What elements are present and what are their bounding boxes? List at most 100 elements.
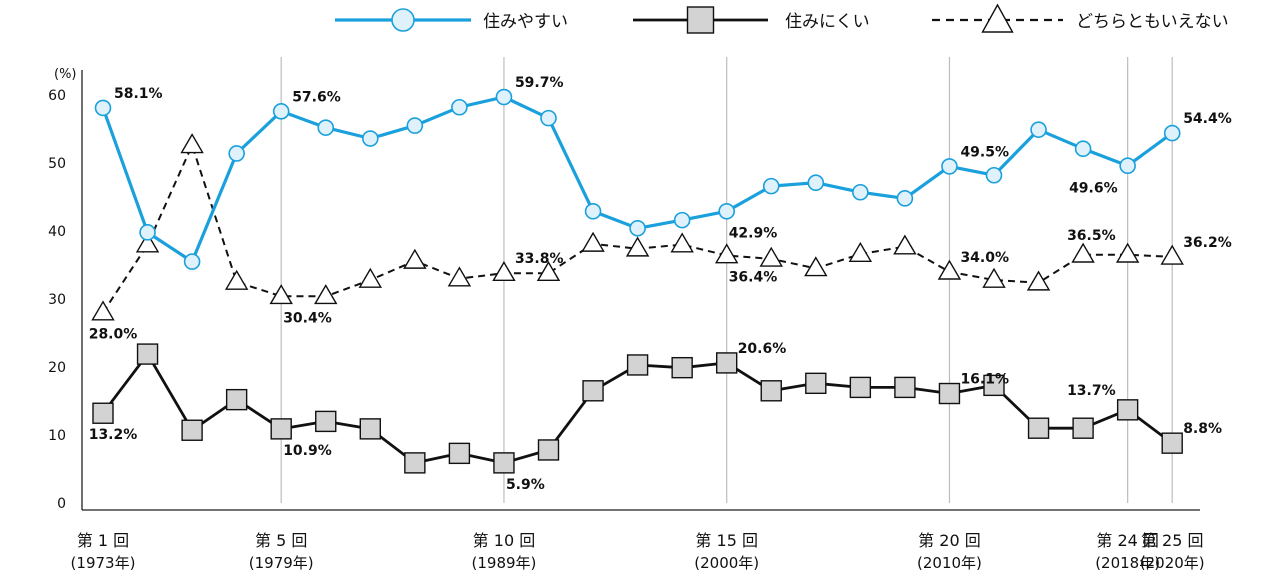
- point-hard-8: [404, 452, 426, 474]
- point-easy-17: [807, 174, 825, 192]
- data-label-neither-5: 30.4%: [283, 310, 332, 326]
- x-tick-label-20: 第 20 回: [918, 531, 981, 550]
- point-easy-5: [272, 103, 290, 120]
- point-easy-9: [451, 98, 468, 116]
- point-easy-20: [941, 158, 958, 175]
- x-tick-sublabel-20: (2010年): [917, 554, 982, 572]
- point-hard-4: [225, 388, 248, 411]
- data-label-easy-20: 49.5%: [960, 144, 1009, 160]
- legend-label-hard: 住みにくい: [785, 12, 870, 32]
- point-neither-17: [804, 256, 828, 277]
- point-neither-14: [670, 232, 694, 253]
- point-neither-4: [224, 269, 249, 290]
- point-neither-22: [1026, 270, 1051, 291]
- x-tick-label-1: 第 1 回: [77, 531, 129, 550]
- data-label-easy-15: 42.9%: [729, 225, 778, 241]
- y-tick-label-10: 10: [48, 428, 66, 444]
- data-label-neither-1: 28.0%: [89, 327, 138, 343]
- point-hard-2: [136, 343, 159, 365]
- point-neither-15: [714, 243, 739, 264]
- point-easy-10: [495, 88, 513, 106]
- point-neither-3: [180, 133, 204, 154]
- point-neither-25: [1160, 244, 1184, 265]
- point-hard-19: [894, 376, 916, 399]
- data-label-hard-5: 10.9%: [283, 443, 332, 459]
- point-easy-11: [540, 109, 557, 127]
- data-label-easy-1: 58.1%: [114, 86, 163, 102]
- data-label-hard-20: 16.1%: [960, 372, 1009, 388]
- point-neither-20: [937, 259, 962, 280]
- point-easy-23: [1074, 140, 1092, 158]
- point-hard-3: [181, 419, 203, 441]
- point-neither-9: [447, 266, 472, 287]
- point-neither-21: [982, 267, 1006, 288]
- data-label-hard-25: 8.8%: [1183, 421, 1222, 437]
- x-tick-sublabel-10: (1989年): [472, 554, 537, 572]
- point-easy-7: [361, 130, 379, 147]
- point-neither-6: [314, 284, 338, 305]
- y-tick-label-40: 40: [48, 224, 66, 240]
- point-easy-22: [1030, 121, 1047, 138]
- point-easy-18: [852, 183, 869, 201]
- point-hard-22: [1027, 417, 1050, 439]
- point-easy-8: [406, 117, 424, 134]
- point-hard-1: [92, 402, 114, 424]
- point-hard-12: [582, 380, 604, 402]
- x-tick-label-10: 第 10 回: [473, 531, 536, 550]
- point-easy-16: [762, 177, 780, 195]
- x-axis: 第 1 回 (1973年) 第 5 回 (1979年) 第 10 回 (1989年) 第 1…: [71, 509, 1205, 572]
- point-hard-11: [537, 439, 560, 461]
- point-neither-23: [1071, 242, 1095, 263]
- point-neither-1: [91, 300, 115, 321]
- y-tick-label-30: 30: [48, 292, 66, 308]
- legend-label-neither: どちらともいえない: [1076, 12, 1229, 32]
- data-label-hard-15: 20.6%: [738, 341, 787, 357]
- series-group: [91, 88, 1184, 474]
- point-hard-9: [448, 442, 471, 465]
- y-tick-label-0: 0: [57, 496, 66, 512]
- data-label-neither-20: 34.0%: [960, 250, 1009, 266]
- data-label-easy-25: 54.4%: [1183, 111, 1232, 127]
- point-easy-14: [673, 211, 691, 229]
- point-hard-21: [983, 374, 1005, 397]
- point-easy-15: [718, 202, 736, 220]
- point-hard-24: [1116, 399, 1139, 421]
- data-label-hard-10: 5.9%: [506, 477, 545, 493]
- point-easy-1: [94, 99, 112, 117]
- x-tick-label-15: 第 15 回: [695, 531, 758, 550]
- point-easy-19: [896, 190, 914, 207]
- point-hard-17: [805, 372, 827, 395]
- data-label-easy-5: 57.6%: [292, 89, 341, 105]
- point-hard-20: [938, 382, 961, 405]
- x-tick-label-25: 第 25 回: [1141, 531, 1204, 550]
- x-tick-label-5: 第 5 回: [255, 531, 307, 550]
- data-label-neither-10: 33.8%: [515, 251, 564, 267]
- point-hard-18: [849, 376, 872, 399]
- point-neither-10: [492, 260, 516, 282]
- legend: 住みやすい 住みにくい どちらともいえない: [335, 3, 1229, 34]
- point-easy-6: [317, 119, 335, 136]
- data-label-easy-10: 59.7%: [515, 75, 564, 91]
- y-axis: (%) 0 10 20 30 40 50 60: [48, 67, 83, 512]
- data-labels: 58.1% 57.6% 59.7% 42.9% 49.5% 49.6% 54.4% 13.2%…: [89, 75, 1232, 493]
- point-hard-15: [716, 352, 738, 374]
- x-tick-label-24: 第 24 回: [1096, 531, 1159, 550]
- y-tick-label-20: 20: [48, 360, 66, 376]
- legend-marker-easy: [391, 8, 415, 32]
- x-tick-sublabel-24: (2018年): [1095, 554, 1160, 572]
- point-hard-6: [315, 410, 337, 433]
- legend-marker-neither: [981, 3, 1014, 33]
- point-hard-7: [359, 418, 381, 440]
- x-tick-sublabel-5: (1979年): [249, 554, 314, 572]
- point-hard-10: [493, 452, 515, 474]
- data-label-easy-24: 49.6%: [1069, 181, 1118, 197]
- point-neither-13: [625, 236, 650, 257]
- point-neither-8: [403, 248, 427, 269]
- x-tick-sublabel-25: (2020年): [1140, 554, 1205, 572]
- data-label-neither-24: 36.5%: [1067, 228, 1116, 244]
- legend-marker-hard: [686, 6, 715, 34]
- point-hard-5: [270, 418, 292, 440]
- point-easy-21: [985, 166, 1003, 184]
- point-easy-13: [629, 219, 646, 237]
